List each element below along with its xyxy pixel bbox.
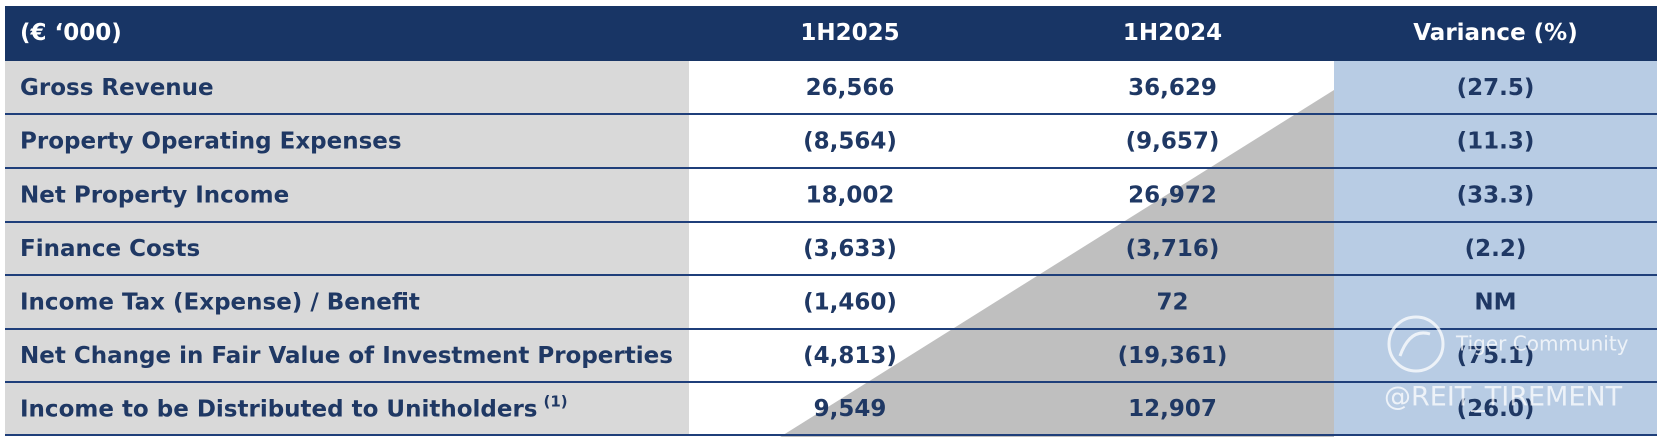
value-cell: NM — [1474, 290, 1516, 316]
value-cell: 9,549 — [814, 396, 887, 422]
value-cell: (4,813) — [803, 343, 897, 369]
value-cell: (9,657) — [1126, 129, 1220, 155]
row-label-text: Income to be Distributed to Unitholders — [20, 396, 538, 422]
row-label: Income to be Distributed to Unitholders (… — [20, 392, 568, 422]
value-cell: 72 — [1156, 290, 1188, 316]
table-body: (€ ‘000) 1H2025 1H2024 Variance (%) Gross Re… — [5, 20, 1657, 436]
value-cell: (1,460) — [803, 290, 897, 316]
header-cell: 1H2025 — [800, 20, 899, 46]
value-cell: (8,564) — [803, 129, 897, 155]
diagonal-shade — [780, 90, 1334, 437]
value-cell: (3,633) — [803, 236, 897, 262]
row-label: Finance Costs — [20, 236, 200, 262]
header-cell: Variance (%) — [1413, 20, 1578, 46]
header-cell: (€ ‘000) — [20, 20, 122, 46]
value-cell: (33.3) — [1457, 183, 1535, 209]
value-cell: (27.5) — [1457, 75, 1535, 101]
variance-column — [1334, 61, 1657, 435]
row-label: Property Operating Expenses — [20, 129, 402, 155]
row-label: Gross Revenue — [20, 75, 214, 101]
watermark: Tiger Community @REIT_TIREMENT — [1384, 315, 1629, 413]
value-cell: (26.0) — [1457, 396, 1535, 422]
value-cell: (2.2) — [1465, 236, 1527, 262]
header-bar — [5, 6, 1657, 61]
value-cell: 18,002 — [806, 183, 895, 209]
footnote-marker: (1) — [544, 392, 568, 410]
value-cell: 36,629 — [1128, 75, 1217, 101]
header-cell: 1H2024 — [1123, 20, 1222, 46]
value-cell: (11.3) — [1457, 129, 1535, 155]
value-cell: 26,566 — [806, 75, 895, 101]
row-label: Income Tax (Expense) / Benefit — [20, 290, 420, 316]
watermark-handle: @REIT_TIREMENT — [1384, 382, 1623, 413]
value-cell: (75.1) — [1457, 343, 1535, 369]
watermark-brand: Tiger Community — [1455, 332, 1629, 356]
value-cell: (3,716) — [1126, 236, 1220, 262]
row-label: Net Change in Fair Value of Investment P… — [20, 343, 673, 369]
value-cell: 26,972 — [1128, 183, 1217, 209]
row-label: Net Property Income — [20, 183, 289, 209]
label-column — [5, 61, 689, 435]
watermark-logo — [1387, 315, 1445, 373]
value-cell: (19,361) — [1118, 343, 1228, 369]
watermark-logo-mark — [1398, 331, 1431, 357]
value-cell: 12,907 — [1128, 396, 1217, 422]
